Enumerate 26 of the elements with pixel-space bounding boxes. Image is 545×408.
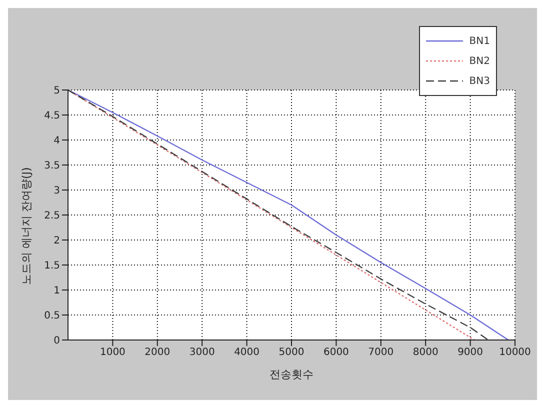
y-tick-label: 2.5 <box>44 210 60 222</box>
x-tick-label: 6000 <box>323 347 349 358</box>
x-tick-label: 10000 <box>499 347 531 358</box>
y-tick-label: 0 <box>54 336 60 347</box>
x-tick-label: 8000 <box>412 347 438 358</box>
x-tick-label: 7000 <box>368 347 394 358</box>
legend-label: BN3 <box>469 76 490 86</box>
x-tick-label: 9000 <box>458 347 484 358</box>
y-tick-label: 1.5 <box>44 260 60 272</box>
y-tick-label: 3.5 <box>44 160 60 172</box>
legend-label: BN1 <box>469 36 490 46</box>
y-tick-label: 5 <box>54 86 60 97</box>
y-tick-label: 4.5 <box>44 110 60 122</box>
y-tick-label: 3 <box>54 186 60 197</box>
y-tick-label: 1 <box>54 286 60 297</box>
x-axis-title: 전송횟수 <box>270 368 314 381</box>
y-tick-label: 4 <box>54 136 60 147</box>
legend-label: BN2 <box>469 56 490 66</box>
x-tick-label: 1000 <box>100 347 126 358</box>
y-tick-label: 0.5 <box>44 310 60 322</box>
y-tick-label: 2 <box>54 236 60 247</box>
x-tick-label: 3000 <box>189 347 215 358</box>
x-tick-label: 5000 <box>278 347 304 358</box>
x-tick-label: 4000 <box>234 347 260 358</box>
y-axis-title: 노드의 에너지 잔여량(J) <box>20 167 33 285</box>
x-tick-label: 2000 <box>144 347 170 358</box>
